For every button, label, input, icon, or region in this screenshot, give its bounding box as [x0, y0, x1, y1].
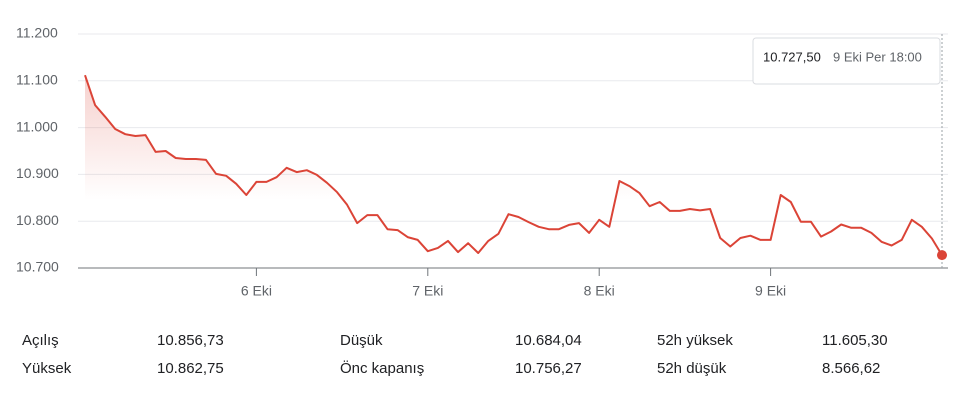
y-tick-label: 10.900	[16, 165, 59, 181]
stat-value: 8.566,62	[822, 360, 880, 377]
x-tick-label: 8 Eki	[584, 283, 615, 299]
x-tick-label: 9 Eki	[755, 283, 786, 299]
tooltip-box	[752, 37, 941, 85]
stat-label: 52h düşük	[657, 360, 727, 377]
x-tick-label: 7 Eki	[412, 283, 443, 299]
y-tick-label: 10.700	[16, 259, 59, 275]
y-tick-label: 11.200	[16, 25, 58, 41]
last-point	[937, 250, 947, 261]
tooltip-time: 9 Eki Per 18:00	[833, 49, 922, 64]
area	[85, 75, 942, 268]
tooltip-value: 10.727,50	[763, 49, 821, 64]
stat-value: 10.756,27	[515, 360, 582, 377]
stat-value: 10.856,73	[157, 332, 224, 349]
stat-label: 52h yüksek	[657, 332, 733, 349]
stat-label: Düşük	[340, 332, 383, 349]
stat-value: 11.605,30	[822, 332, 888, 349]
stat-label: Açılış	[22, 332, 59, 349]
y-tick-label: 11.100	[16, 72, 58, 88]
y-tick-label: 11.000	[16, 118, 58, 134]
stat-label: Önc kapanış	[340, 359, 424, 377]
stat-label: Yüksek	[22, 360, 72, 377]
line	[84, 74, 943, 256]
stat-value: 10.684,04	[515, 332, 582, 349]
y-tick-label: 10.800	[16, 212, 59, 228]
stat-value: 10.862,75	[157, 360, 224, 377]
x-tick-label: 6 Eki	[241, 283, 272, 299]
